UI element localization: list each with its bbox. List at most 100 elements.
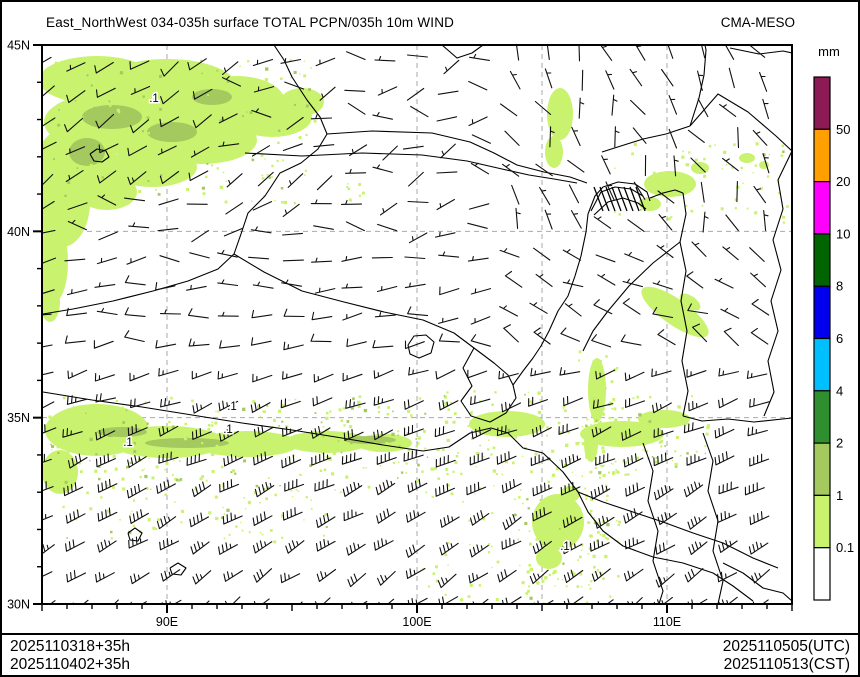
precip-speckle (538, 561, 542, 565)
precip-speckle (598, 360, 602, 364)
precip-speckle (350, 442, 353, 445)
precip-speckle (708, 144, 712, 148)
wind-barb (316, 175, 333, 191)
precip-speckle (100, 426, 103, 430)
precip-speckle (173, 75, 177, 79)
precip-speckle (759, 186, 763, 191)
precip-speckle (742, 182, 744, 184)
wind-barb (595, 369, 616, 380)
precip-blob (42, 222, 68, 302)
wind-barb (42, 401, 55, 409)
page-title: East_NorthWest 034-035h surface TOTAL PC… (46, 15, 455, 30)
wind-barb (673, 155, 679, 177)
wind-barb (560, 327, 580, 342)
precip-speckle (201, 442, 204, 445)
wind-barb (500, 103, 518, 117)
precip-speckle (305, 133, 308, 137)
precip-speckle (746, 154, 750, 158)
wind-barb (98, 143, 119, 154)
wind-barb (344, 89, 366, 92)
precip-speckle (159, 153, 162, 156)
precip-blob (691, 162, 709, 174)
precip-speckle (542, 544, 546, 548)
precip-speckle (614, 418, 618, 422)
precip-speckle (332, 452, 336, 456)
precip-speckle (565, 443, 569, 448)
precip-speckle (746, 207, 749, 210)
precip-speckle (210, 164, 214, 167)
precip-speckle (586, 418, 589, 421)
precip-speckle (604, 386, 607, 390)
precip-speckle (237, 454, 242, 458)
wind-barb (652, 402, 672, 414)
precip-speckle (587, 427, 591, 431)
precip-speckle (423, 429, 426, 433)
wind-barb (283, 308, 305, 318)
precip-speckle (310, 67, 312, 69)
precip-speckle (442, 448, 445, 452)
precip-speckle (467, 595, 471, 598)
precip-speckle (417, 442, 420, 445)
wind-barb (221, 61, 239, 76)
precip-speckle (139, 475, 142, 479)
colorbar-labels: 50 20 10 8 6 4 2 1 0.1 (836, 122, 854, 555)
precip-speckle (478, 487, 481, 490)
precip-speckle (731, 165, 735, 169)
precip-speckle (350, 406, 354, 410)
boundary-line (407, 334, 435, 359)
precip-speckle (263, 410, 267, 414)
wind-barb (72, 599, 89, 604)
precip-speckle (69, 81, 73, 86)
precip-speckle (108, 133, 112, 137)
wind-barb (378, 598, 395, 604)
precip-speckle (431, 495, 434, 498)
precip-speckle (89, 163, 93, 167)
wind-barb (504, 270, 523, 288)
precip-speckle (688, 179, 692, 182)
precip-speckle (313, 119, 317, 123)
river-braid-hatch (599, 186, 610, 212)
precip-speckle (80, 407, 83, 409)
precip-speckle (198, 119, 201, 122)
precip-speckle (149, 446, 152, 450)
precip-speckle (469, 412, 473, 416)
precip-speckle (621, 407, 624, 410)
precip-speckle (95, 444, 97, 447)
precip-speckle (167, 78, 170, 80)
precip-speckle (214, 495, 218, 499)
wind-barb (225, 202, 244, 215)
precip-speckle (247, 128, 250, 132)
precip-speckle (76, 509, 78, 511)
precip-speckle (556, 496, 559, 499)
wind-barb (593, 216, 612, 229)
wind-barb (502, 163, 520, 177)
wind-barb (66, 289, 88, 296)
wind-barb (570, 210, 582, 229)
precip-speckle (686, 452, 689, 455)
precip-speckle (118, 178, 121, 182)
precip-speckle (262, 487, 266, 491)
wind-barb (410, 105, 429, 118)
precip-speckle (92, 435, 96, 439)
precip-speckle (207, 423, 211, 427)
wind-barb (251, 309, 273, 319)
precip-speckle (191, 91, 194, 95)
precip-speckle (679, 454, 682, 457)
precip-speckle (690, 209, 693, 212)
precip-speckle (313, 430, 315, 432)
precip-speckle (259, 415, 262, 418)
precip-speckle (720, 207, 724, 211)
precip-speckle (551, 473, 556, 477)
wind-barb (312, 396, 333, 407)
precip-speckle (100, 496, 103, 499)
precip-speckle (391, 432, 395, 436)
precip-speckle (148, 457, 150, 459)
precip-speckle (86, 74, 89, 77)
precip-speckle (392, 410, 394, 413)
wind-barb (499, 248, 520, 258)
precip-speckle (417, 463, 420, 467)
precip-speckle (76, 167, 79, 169)
precip-speckle (445, 468, 449, 471)
river-braid-hatch (629, 186, 640, 212)
wind-barb (408, 367, 429, 376)
